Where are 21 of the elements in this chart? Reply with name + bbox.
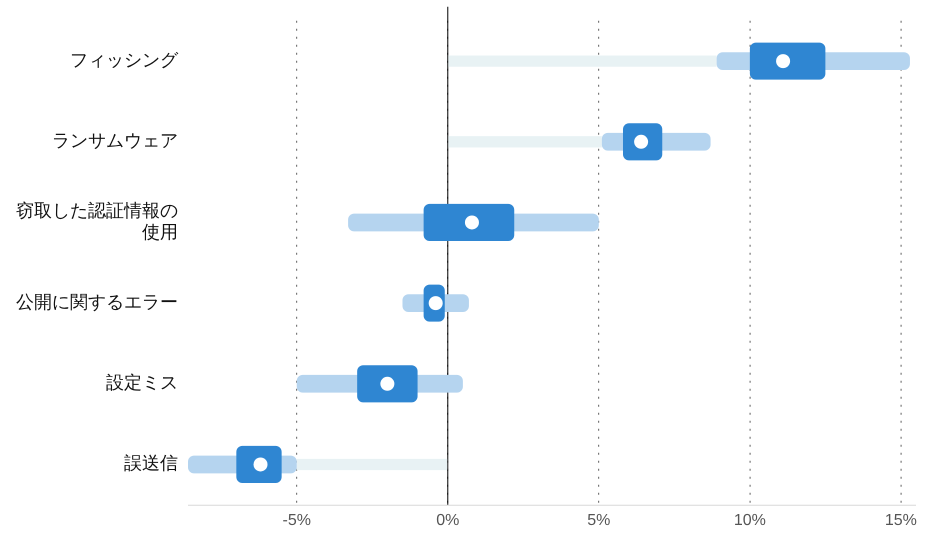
y-tick-label: 誤送信 — [124, 453, 178, 474]
y-tick-label: ランサムウェア — [52, 130, 178, 152]
x-tick-label: 15% — [884, 512, 917, 529]
x-tick-label: -5% — [282, 512, 311, 529]
bar — [424, 204, 514, 242]
y-tick-label: フィッシング — [70, 50, 179, 71]
bar — [448, 136, 602, 148]
y-tick-label: 窃取した認証情報の使用 — [16, 200, 178, 243]
y-tick-label: 設定ミス — [106, 372, 178, 394]
x-tick-label: 10% — [734, 512, 766, 529]
point — [776, 54, 790, 68]
bar — [236, 446, 282, 484]
bar — [750, 42, 826, 80]
point — [380, 376, 394, 391]
y-tick-label: 公開に関するエラー — [16, 292, 178, 313]
x-tick-label: 0% — [436, 512, 460, 529]
bar — [296, 458, 448, 470]
point — [464, 215, 479, 230]
bar — [448, 55, 717, 67]
x-tick-label: 5% — [587, 512, 610, 529]
bar — [357, 365, 418, 402]
